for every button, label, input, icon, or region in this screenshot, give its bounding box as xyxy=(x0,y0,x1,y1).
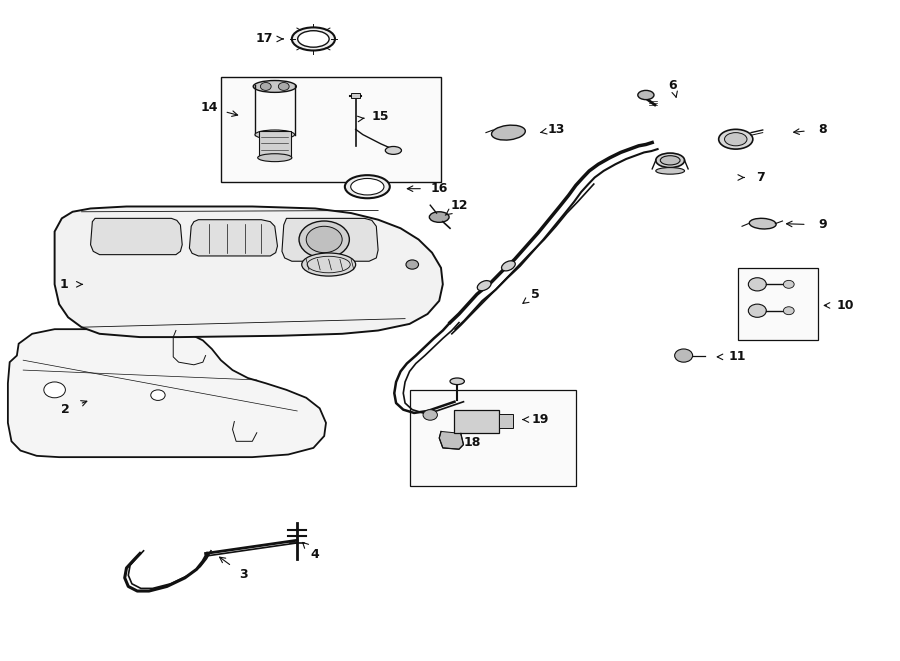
Polygon shape xyxy=(55,206,443,337)
Ellipse shape xyxy=(253,81,296,93)
Polygon shape xyxy=(91,218,182,254)
Circle shape xyxy=(44,382,66,398)
Ellipse shape xyxy=(638,91,654,100)
Text: 1: 1 xyxy=(59,278,68,291)
Text: 9: 9 xyxy=(819,219,827,231)
Text: 10: 10 xyxy=(837,299,854,312)
Circle shape xyxy=(675,349,693,362)
Circle shape xyxy=(406,260,419,269)
Text: 15: 15 xyxy=(371,110,389,123)
Circle shape xyxy=(151,390,165,401)
Ellipse shape xyxy=(257,154,292,162)
Bar xyxy=(454,410,500,433)
Circle shape xyxy=(783,307,794,315)
Text: 8: 8 xyxy=(819,123,827,136)
Ellipse shape xyxy=(255,130,294,139)
Text: 13: 13 xyxy=(547,123,564,136)
Bar xyxy=(351,93,360,98)
Ellipse shape xyxy=(491,125,526,140)
Circle shape xyxy=(278,83,289,91)
Bar xyxy=(500,414,513,428)
Circle shape xyxy=(748,304,766,317)
Ellipse shape xyxy=(750,218,776,229)
Ellipse shape xyxy=(719,130,752,149)
Text: 3: 3 xyxy=(239,568,248,581)
Bar xyxy=(220,77,441,182)
Circle shape xyxy=(299,221,349,258)
Ellipse shape xyxy=(450,378,464,385)
Bar xyxy=(258,132,291,158)
Text: 14: 14 xyxy=(201,101,218,114)
Polygon shape xyxy=(8,329,326,457)
Text: 7: 7 xyxy=(756,171,764,184)
Text: 11: 11 xyxy=(729,350,746,364)
Bar xyxy=(738,268,818,340)
Text: 2: 2 xyxy=(61,403,70,416)
Polygon shape xyxy=(282,218,378,261)
Circle shape xyxy=(260,83,271,91)
Circle shape xyxy=(423,410,437,420)
Text: 19: 19 xyxy=(531,413,548,426)
Ellipse shape xyxy=(351,178,384,195)
Circle shape xyxy=(306,226,342,253)
Ellipse shape xyxy=(298,30,329,47)
Ellipse shape xyxy=(501,261,516,271)
Ellipse shape xyxy=(302,253,356,276)
Ellipse shape xyxy=(429,212,449,222)
Circle shape xyxy=(783,280,794,288)
Text: 12: 12 xyxy=(450,199,468,212)
Ellipse shape xyxy=(661,156,680,165)
Text: 18: 18 xyxy=(464,436,482,449)
Ellipse shape xyxy=(656,153,685,168)
Ellipse shape xyxy=(345,175,390,198)
Polygon shape xyxy=(189,219,277,256)
Ellipse shape xyxy=(656,168,685,174)
Ellipse shape xyxy=(385,147,401,155)
Ellipse shape xyxy=(477,281,491,291)
Text: 16: 16 xyxy=(430,182,448,195)
Bar xyxy=(410,390,576,486)
Text: 5: 5 xyxy=(531,288,540,301)
Ellipse shape xyxy=(724,133,747,146)
Text: 4: 4 xyxy=(310,548,320,561)
Text: 6: 6 xyxy=(669,79,677,92)
Ellipse shape xyxy=(292,27,335,50)
Circle shape xyxy=(748,278,766,291)
Text: 17: 17 xyxy=(256,32,273,46)
Polygon shape xyxy=(439,432,464,449)
